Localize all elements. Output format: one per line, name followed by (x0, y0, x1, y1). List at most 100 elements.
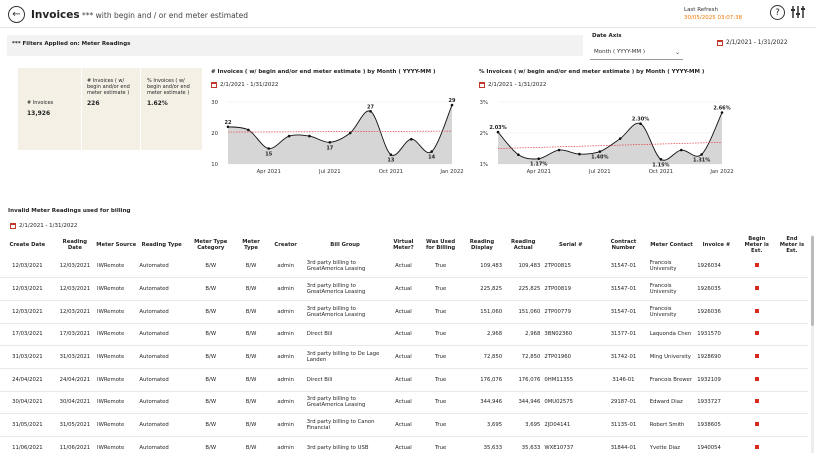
x-tick-label: Apr 2021 (257, 169, 281, 175)
cell-was-used-for-billing: True (421, 345, 460, 369)
col-meter-type[interactable]: Meter Type (242, 238, 260, 251)
series-area (228, 105, 452, 164)
flag-icon (754, 286, 759, 291)
table-scrollbar-thumb[interactable] (811, 236, 814, 326)
cell-reading-display: 72,850 (459, 345, 505, 369)
cell-bill-group: Direct Bill (304, 323, 386, 347)
table-row[interactable]: 11/06/2021 11/06/2021 IWRemote Automated B/W… (0, 436, 808, 456)
filter-sliders-icon[interactable] (791, 5, 805, 19)
cell-invoice: 1931570 (695, 323, 738, 347)
cell-contract-number: 31135-01 (599, 413, 648, 437)
kpi-label: # Invoices ( w/ begin and/or end meter e… (87, 78, 130, 96)
col-bill-group[interactable]: Bill Group (330, 241, 360, 248)
col-meter-type-category[interactable]: Meter Type Category (194, 238, 228, 251)
back-button[interactable]: ← (8, 6, 25, 23)
col-reading-actual[interactable]: Reading Actual (511, 238, 536, 251)
cell-reading-type: Automated (137, 323, 186, 347)
kpi-card-invoices: # Invoices 13,926 (24, 68, 82, 150)
cell-reading-type: Automated (137, 436, 186, 456)
col-reading-date[interactable]: Reading Date (62, 238, 88, 251)
cell-contract-number: 3146-01 (599, 368, 648, 392)
cell-reading-date: 24/04/2021 (54, 368, 96, 392)
table-row[interactable]: 31/03/2021 31/03/2021 IWRemote Automated B/W… (0, 345, 808, 369)
cell-create-date: 12/03/2021 (0, 277, 55, 301)
cell-meter-type: B/W (235, 368, 267, 392)
col-serial[interactable]: Serial # (559, 241, 583, 248)
cell-create-date: 31/05/2021 (0, 413, 55, 437)
table-row[interactable]: 30/04/2021 30/04/2021 IWRemote Automated B/W… (0, 391, 808, 415)
cell-serial: 3BN02360 (542, 323, 600, 347)
col-meter-source[interactable]: Meter Source (96, 241, 137, 248)
cell-was-used-for-billing: True (421, 368, 460, 392)
date-range-filter[interactable]: 2/1/2021 - 1/31/2022 (717, 40, 788, 46)
cell-meter-type-category: B/W (185, 413, 236, 437)
section-title: Invalid Meter Readings used for billing (8, 208, 131, 214)
cell-meter-source: IWRemote (95, 323, 138, 347)
cell-end-meter-est (775, 323, 808, 347)
cell-reading-actual: 2,968 (504, 323, 543, 347)
table-row[interactable]: 12/03/2021 12/03/2021 IWRemote Automated B/W… (0, 277, 808, 301)
cell-meter-type: B/W (235, 300, 267, 324)
col-creator[interactable]: Creator (274, 241, 297, 248)
col-contract-number[interactable]: Contract Number (610, 238, 637, 251)
chart-date-range[interactable]: 2/1/2021 - 1/31/2022 (479, 82, 546, 88)
date-axis-select[interactable]: Month ( YYYY-MM ) ⌄ (590, 43, 683, 60)
cell-bill-group: 3rd party billing to GreatAmerica Leasin… (304, 255, 386, 279)
table-row[interactable]: 24/04/2021 24/04/2021 IWRemote Automated B/W… (0, 368, 808, 392)
table-row[interactable]: 12/03/2021 12/03/2021 IWRemote Automated B/W… (0, 300, 808, 324)
kpi-divider (81, 68, 82, 150)
col-end-meter-est[interactable]: End Meter is Est. (779, 235, 805, 254)
col-invoice[interactable]: Invoice # (702, 241, 731, 248)
data-point (537, 157, 541, 161)
cell-reading-type: Automated (137, 300, 186, 324)
cell-invoice: 1928690 (695, 345, 738, 369)
cell-reading-display: 225,825 (459, 277, 505, 301)
y-tick-label: 3% (480, 100, 488, 106)
col-create-date[interactable]: Create Date (9, 241, 46, 248)
cell-meter-type-category: B/W (185, 368, 236, 392)
col-begin-meter-est[interactable]: Begin Meter is Est. (744, 235, 769, 254)
kpi-label: # Invoices (27, 100, 54, 106)
cell-contract-number: 31547-01 (599, 255, 648, 279)
cell-meter-type-category: B/W (185, 277, 236, 301)
cell-create-date: 31/03/2021 (0, 345, 55, 369)
cell-was-used-for-billing: True (421, 277, 460, 301)
cell-meter-contact: Edward Diaz (647, 391, 696, 415)
chart-date-range[interactable]: 2/1/2021 - 1/31/2022 (211, 82, 278, 88)
col-was-used-for-billing[interactable]: Was Used for Billing (425, 238, 456, 251)
cell-contract-number: 31377-01 (599, 323, 648, 347)
kpi-card-percent-estimate: % Invoices ( w/ begin and/or end meter e… (144, 68, 202, 150)
table-scrollbar[interactable] (811, 235, 814, 453)
table-row[interactable]: 31/05/2021 31/05/2021 IWRemote Automated B/W… (0, 413, 808, 437)
col-meter-contact[interactable]: Meter Contact (650, 241, 693, 248)
cell-meter-contact: Ming University (647, 345, 696, 369)
cell-invoice: 1926035 (695, 277, 738, 301)
x-tick-label: Oct 2021 (649, 169, 673, 175)
page-title: Invoices *** with begin and / or end met… (31, 9, 248, 21)
cell-reading-date: 12/03/2021 (54, 255, 96, 279)
cell-contract-number: 31547-01 (599, 277, 648, 301)
data-label: 2.03% (489, 125, 506, 131)
table-body: 12/03/2021 12/03/2021 IWRemote Automated B/W… (0, 255, 808, 456)
data-point (328, 141, 332, 144)
section-date-range[interactable]: 2/1/2021 - 1/31/2022 (10, 223, 77, 229)
series-line (227, 104, 453, 156)
table-row[interactable]: 17/03/2021 17/03/2021 IWRemote Automated B/W… (0, 323, 808, 347)
cell-virtual-meter: Actual (385, 300, 422, 324)
percent-estimate-chart: 1% 2% 3% 2.03% 1.17% 1.40% 2.30% 1.15% 1.31% 2.66… (480, 100, 734, 175)
filters-bar (7, 35, 583, 56)
col-virtual-meter[interactable]: Virtual Meter? (393, 238, 414, 251)
cell-virtual-meter: Actual (385, 391, 422, 415)
cell-end-meter-est (775, 436, 808, 456)
table-row[interactable]: 12/03/2021 12/03/2021 IWRemote Automated B/W… (0, 255, 808, 279)
cell-end-meter-est (775, 300, 808, 324)
help-icon[interactable]: ? (770, 5, 785, 20)
col-reading-type[interactable]: Reading Type (141, 241, 182, 248)
cell-virtual-meter: Actual (385, 345, 422, 369)
cell-end-meter-est (775, 368, 808, 392)
cell-reading-display: 2,968 (459, 323, 505, 347)
cell-create-date: 24/04/2021 (0, 368, 55, 392)
cell-meter-source: IWRemote (95, 391, 138, 415)
kpi-label: % Invoices ( w/ begin and/or end meter e… (147, 78, 190, 96)
col-reading-display[interactable]: Reading Display (469, 238, 495, 251)
